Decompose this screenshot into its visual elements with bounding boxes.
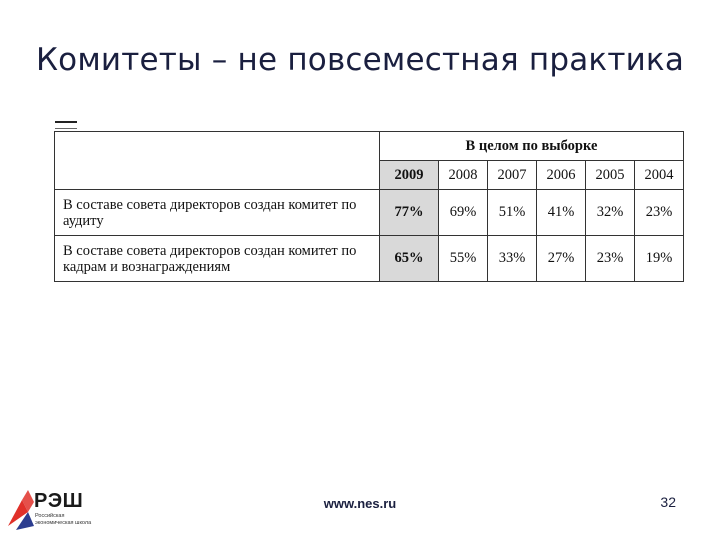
value-cell: 23% [634,189,684,236]
group-header: В целом по выборке [379,131,684,161]
row-label: В составе совета директоров создан комит… [54,189,380,236]
year-cell: 2009 [379,160,439,190]
value-cell: 41% [536,189,586,236]
value-cell: 19% [634,235,684,282]
page-number: 32 [660,494,676,510]
logo-wordmark: РЭШ [34,490,84,512]
logo-subtitle: Российская экономическая школа [35,513,92,526]
value-cell: 77% [379,189,439,236]
year-cell: 2006 [536,160,586,190]
value-cell: 32% [585,189,635,236]
table-row: В составе совета директоров создан комит… [54,235,684,282]
nes-logo-icon [8,490,34,530]
year-cell: 2008 [438,160,488,190]
value-cell: 23% [585,235,635,282]
table-row: В составе совета директоров создан комит… [54,189,684,236]
value-cell: 55% [438,235,488,282]
value-cell: 69% [438,189,488,236]
value-cell: 65% [379,235,439,282]
year-header-row: 2009 2008 2007 2006 2005 2004 [55,160,684,190]
year-cell: 2005 [585,160,635,190]
footer-url-link[interactable]: www.nes.ru [323,496,397,511]
year-cell: 2004 [634,160,684,190]
value-cell: 51% [487,189,537,236]
row-label: В составе совета директоров создан комит… [54,235,380,282]
value-cell: 27% [536,235,586,282]
table-header-row: В целом по выборке [54,131,684,190]
value-cell: 33% [487,235,537,282]
data-table: В целом по выборке 2009 2008 2007 2006 2… [54,131,684,282]
slide-title: Комитеты – не повсеместная практика [35,42,685,78]
table-corner-cell [54,131,380,190]
table-caption-stub [55,121,77,129]
year-cell: 2007 [487,160,537,190]
